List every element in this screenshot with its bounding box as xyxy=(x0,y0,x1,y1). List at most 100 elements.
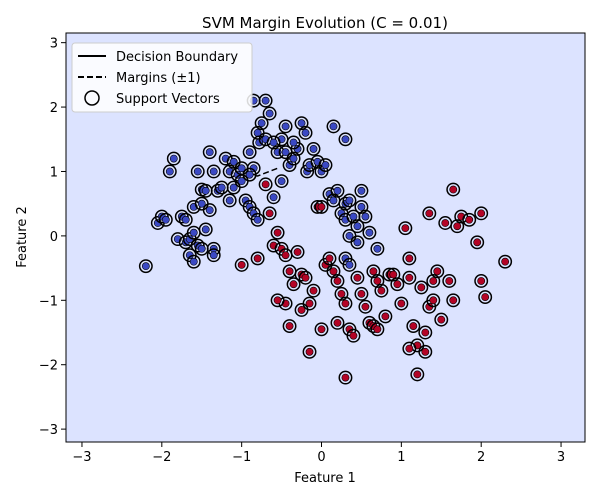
support-vector-ring xyxy=(434,312,449,327)
legend-box xyxy=(71,42,253,113)
support-vector-ring xyxy=(278,119,293,134)
data-point-blue xyxy=(281,148,290,157)
data-point-blue xyxy=(277,177,286,186)
data-point-red xyxy=(305,299,314,308)
support-vector-ring xyxy=(426,274,441,288)
support-vector-ring xyxy=(394,296,409,311)
support-vector-ring xyxy=(410,367,425,382)
support-vector-ring xyxy=(354,183,369,198)
x-tick-label: 0 xyxy=(317,450,325,465)
legend-label-decision-boundary: Decision Boundary xyxy=(116,50,238,65)
support-vector-ring xyxy=(242,167,257,182)
data-point-red xyxy=(369,267,378,276)
data-point-red xyxy=(449,296,458,305)
data-point-blue xyxy=(333,186,342,195)
support-vector-ring xyxy=(294,267,309,282)
y-tick-label: 2 xyxy=(50,101,58,116)
data-point-blue xyxy=(189,228,198,237)
data-point-red xyxy=(481,293,490,301)
data-point-red xyxy=(317,325,326,334)
data-point-red xyxy=(373,277,382,285)
support-vector-ring xyxy=(318,158,333,172)
data-point-red xyxy=(477,209,486,218)
data-point-blue xyxy=(201,186,210,195)
support-vector-ring xyxy=(374,283,389,298)
data-point-blue xyxy=(237,164,246,173)
data-point-blue xyxy=(141,262,150,271)
data-point-blue xyxy=(265,109,274,118)
support-vector-ring xyxy=(242,145,257,160)
support-vector-ring xyxy=(358,299,373,314)
support-vector-ring xyxy=(254,116,269,131)
support-vector-ring xyxy=(350,219,365,234)
data-point-red xyxy=(381,312,390,321)
legend-label-margins: Margins (±1) xyxy=(116,71,201,86)
data-point-blue xyxy=(257,119,266,128)
data-point-red xyxy=(429,277,438,285)
data-point-red xyxy=(337,289,346,298)
y-axis-ticks: −3 −2 −1 0 1 2 3 xyxy=(39,37,66,438)
support-vector-ring xyxy=(298,125,313,140)
support-vector-ring xyxy=(322,251,337,266)
support-vector-ring xyxy=(446,182,461,197)
data-point-red xyxy=(305,347,314,356)
support-vector-ring xyxy=(342,193,357,208)
data-point-red xyxy=(273,228,282,237)
support-vector-ring xyxy=(474,206,489,221)
support-vector-ring xyxy=(330,183,345,198)
data-point-red xyxy=(329,267,338,276)
data-point-red xyxy=(341,299,350,308)
data-point-red xyxy=(261,180,270,189)
support-vector-ring xyxy=(302,344,317,359)
data-point-blue xyxy=(349,212,358,221)
support-vector-ring xyxy=(354,286,369,301)
support-vector-ring xyxy=(222,193,237,208)
support-vector-ring xyxy=(258,177,273,192)
data-point-blue xyxy=(193,167,202,176)
data-point-blue xyxy=(345,196,354,205)
data-point-red xyxy=(397,299,406,308)
support-vector-ring xyxy=(370,241,385,256)
x-tick-label: 3 xyxy=(557,450,565,465)
support-vector-ring xyxy=(210,183,225,198)
support-vector-ring xyxy=(278,145,293,160)
y-tick-label: 1 xyxy=(50,165,58,180)
support-vector-ring xyxy=(326,119,341,134)
data-point-blue xyxy=(289,138,298,147)
data-point-blue xyxy=(209,167,218,176)
support-vector-ring xyxy=(358,209,373,224)
y-tick-label: −3 xyxy=(39,423,58,438)
data-point-red xyxy=(453,222,462,231)
support-vector-ring xyxy=(262,206,277,221)
legend-open-circle-icon xyxy=(84,90,100,106)
data-point-red xyxy=(237,260,246,269)
data-point-red xyxy=(501,257,510,266)
support-vector-ring xyxy=(430,264,445,279)
data-point-blue xyxy=(261,96,270,105)
data-point-blue xyxy=(365,228,374,237)
support-vector-ring xyxy=(198,222,213,237)
data-point-blue xyxy=(181,215,190,224)
support-vector-ring xyxy=(470,235,485,250)
data-point-blue xyxy=(225,196,234,205)
data-point-blue xyxy=(205,148,214,157)
support-vector-ring xyxy=(314,322,329,337)
data-point-blue xyxy=(353,238,362,247)
data-point-red xyxy=(445,277,454,285)
support-vector-ring xyxy=(286,277,301,292)
support-vector-ring xyxy=(190,238,205,253)
support-vector-ring xyxy=(166,151,181,166)
data-point-blue xyxy=(189,257,198,266)
data-point-red xyxy=(373,325,382,334)
data-point-blue xyxy=(361,212,370,221)
data-point-red xyxy=(417,283,426,292)
support-vector-ring xyxy=(402,270,417,285)
support-vector-ring xyxy=(498,254,513,269)
support-vector-ring xyxy=(274,174,289,189)
y-tick-label: −2 xyxy=(39,359,58,374)
support-vector-ring xyxy=(478,290,493,305)
support-vector-ring xyxy=(158,212,173,227)
data-point-red xyxy=(441,219,450,227)
data-point-red xyxy=(281,251,290,260)
support-vector-ring xyxy=(202,203,217,218)
